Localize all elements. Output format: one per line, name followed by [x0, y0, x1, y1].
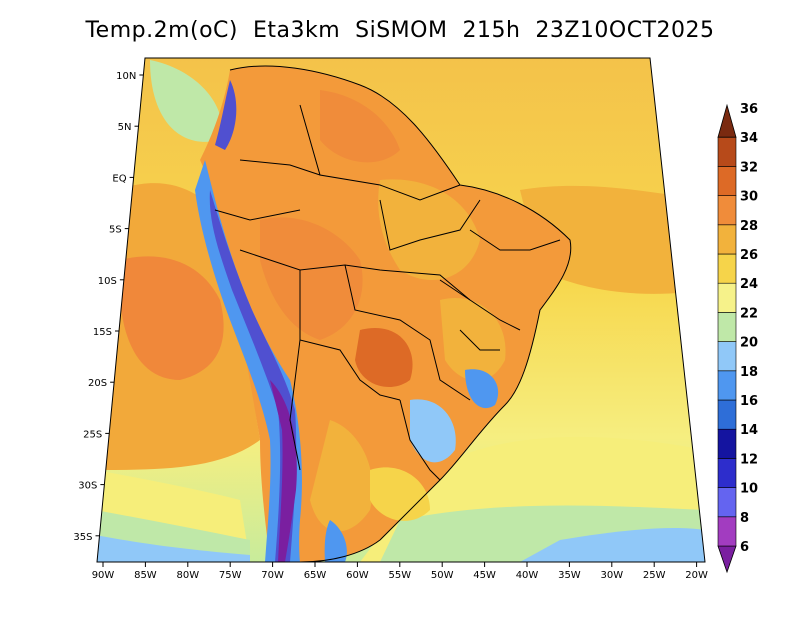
- colorbar-label: 10: [740, 482, 758, 497]
- map-title: Temp.2m(oC) Eta3km SiSMOM 215h 23Z10OCT2…: [85, 18, 715, 43]
- central-brazil-mild: [378, 179, 480, 280]
- south-brazil-cool: [410, 399, 456, 463]
- colorbar-label: 16: [740, 394, 758, 409]
- colorbar-segment: [717, 487, 737, 518]
- colorbar-segment: [717, 341, 737, 372]
- map-frame: [96, 57, 706, 563]
- colorbar-label: 22: [740, 306, 758, 321]
- colorbar-label: 26: [740, 248, 758, 263]
- colorbar-segment: [717, 195, 737, 226]
- colorbar-segment: [717, 312, 737, 342]
- patagonia-cold: [324, 520, 347, 562]
- lon-label: 90W: [92, 570, 115, 581]
- colorbar-segment: [717, 428, 737, 459]
- andes-cold-inner: [209, 190, 297, 562]
- colorbar-label: 20: [740, 336, 758, 351]
- lat-label: 10S: [98, 276, 117, 287]
- serra-mantiqueira-cold: [465, 369, 499, 409]
- southeast-brazil-mild: [440, 298, 506, 381]
- lon-label: 55W: [388, 570, 411, 581]
- lat-label: 25S: [83, 429, 102, 440]
- caribbean-cool: [150, 60, 222, 142]
- lat-label: 15S: [93, 327, 112, 338]
- colombia-andes-cold: [215, 80, 237, 150]
- colorbar-label: 34: [740, 131, 758, 146]
- latitude-axis: 10N 5N EQ 5S 10S 15S 20S 25S 30S 35S: [73, 71, 144, 543]
- colorbar-segment: [717, 458, 737, 488]
- colorbar-segment: [717, 370, 737, 401]
- colorbar-label: 12: [740, 452, 758, 467]
- colorbar-segment: [717, 282, 737, 313]
- colorbar-label: 36: [740, 102, 758, 117]
- lon-label: 65W: [304, 570, 327, 581]
- lon-label: 85W: [134, 570, 157, 581]
- colorbar-label: 14: [740, 423, 758, 438]
- colorbar-label: 8: [740, 511, 749, 526]
- temperature-field: [97, 58, 705, 562]
- interior-hot-west: [260, 217, 363, 340]
- lon-label: 25W: [643, 570, 666, 581]
- colorbar-label: 30: [740, 190, 758, 205]
- lon-label: 45W: [473, 570, 496, 581]
- colorbar-label: 24: [740, 277, 758, 292]
- colorbar-label: 18: [740, 365, 758, 380]
- lon-label: 50W: [431, 570, 454, 581]
- lat-label: EQ: [112, 173, 126, 184]
- colorbar-label: 28: [740, 219, 758, 234]
- lat-label: 5N: [118, 122, 132, 133]
- lon-label: 60W: [346, 570, 369, 581]
- andes-cold-outer: [195, 160, 302, 562]
- lon-label: 20W: [685, 570, 708, 581]
- lat-label: 35S: [73, 532, 92, 543]
- pacific-hot-area: [119, 256, 224, 380]
- lon-label: 35W: [558, 570, 581, 581]
- atlantic-colder-south: [520, 528, 705, 562]
- lon-label: 80W: [176, 570, 199, 581]
- lon-label: 40W: [516, 570, 539, 581]
- colorbar-segment: [717, 224, 737, 255]
- lon-label: 75W: [219, 570, 242, 581]
- colorbar-segment: [717, 399, 737, 430]
- lon-label: 70W: [261, 570, 284, 581]
- country-borders: [214, 65, 572, 562]
- lat-label: 30S: [78, 481, 97, 492]
- lon-label: 30W: [600, 570, 623, 581]
- chaco-hot: [355, 328, 413, 388]
- uruguay-mild: [370, 467, 430, 521]
- longitude-axis: 90W 85W 80W 75W 70W 65W 60W 55W 50W 45W 40W 35W 30W 2…: [92, 562, 708, 581]
- colorbar-segment: [717, 253, 737, 284]
- colorbar-segment: [717, 136, 737, 167]
- pampas-mild: [310, 420, 373, 532]
- lat-label: 5S: [109, 225, 122, 236]
- colorbar: 6 8 10 12 14 16 18 20 22 24 26 28 30 32 34 36: [717, 102, 758, 574]
- lat-label: 10N: [116, 71, 136, 82]
- guiana-hot: [320, 90, 400, 163]
- pacific-colder-south: [97, 535, 250, 562]
- colorbar-bottom-arrow: [717, 545, 737, 574]
- colorbar-label: 6: [740, 540, 749, 555]
- colorbar-top-arrow: [717, 103, 737, 138]
- andes-cold-core: [270, 380, 297, 562]
- colorbar-segment: [717, 516, 737, 547]
- colorbar-segment: [717, 166, 737, 196]
- colorbar-label: 32: [740, 160, 758, 175]
- lat-label: 20S: [88, 378, 107, 389]
